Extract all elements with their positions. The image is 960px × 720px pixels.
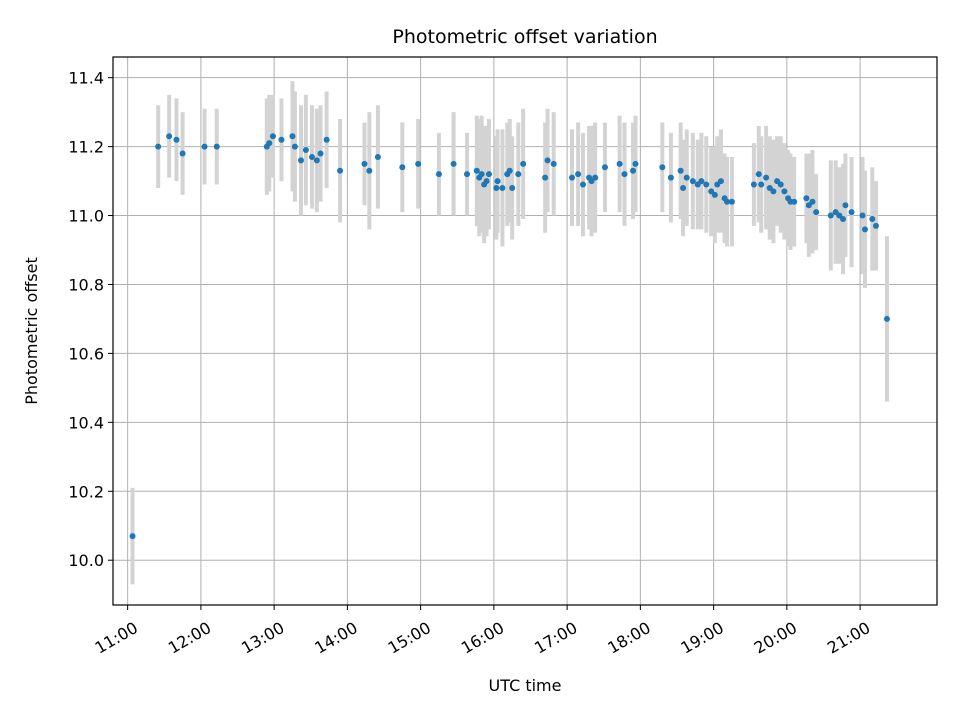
data-point — [450, 160, 457, 167]
data-point — [872, 222, 879, 229]
y-tick-label: 11.2 — [68, 138, 104, 157]
data-point — [493, 184, 500, 191]
data-point — [781, 188, 788, 195]
data-point — [632, 160, 639, 167]
data-point — [213, 143, 220, 150]
data-point — [520, 160, 527, 167]
data-point — [683, 174, 690, 181]
data-point — [366, 167, 373, 174]
data-point — [173, 136, 180, 143]
data-point — [758, 181, 765, 188]
data-point — [827, 212, 834, 219]
data-point — [297, 157, 304, 164]
data-point — [129, 533, 136, 540]
data-point — [869, 215, 876, 222]
data-point — [374, 153, 381, 160]
y-axis-label: Photometric offset — [22, 257, 41, 405]
data-point — [770, 188, 777, 195]
data-point — [278, 136, 285, 143]
data-point — [509, 184, 516, 191]
y-tick-label: 10.0 — [68, 551, 104, 570]
data-point — [724, 198, 731, 205]
data-point — [840, 215, 847, 222]
data-point — [544, 157, 551, 164]
data-point — [616, 160, 623, 167]
data-point — [803, 195, 810, 202]
data-point — [659, 164, 666, 171]
data-point — [302, 147, 309, 154]
data-point — [621, 171, 628, 178]
data-point — [755, 171, 762, 178]
y-tick-label: 11.0 — [68, 207, 104, 226]
data-point — [592, 174, 599, 181]
data-point — [813, 209, 820, 216]
data-point — [542, 174, 549, 181]
data-point — [361, 160, 368, 167]
y-tick-label: 10.4 — [68, 413, 104, 432]
data-point — [698, 178, 705, 185]
data-point — [155, 143, 162, 150]
data-point — [506, 167, 513, 174]
data-point — [750, 181, 757, 188]
data-point — [859, 212, 866, 219]
data-point — [179, 150, 186, 157]
data-point — [473, 167, 480, 174]
data-point — [630, 167, 637, 174]
data-point — [809, 198, 816, 205]
data-point — [579, 181, 586, 188]
data-point — [483, 178, 490, 185]
chart-title: Photometric offset variation — [392, 26, 657, 48]
data-point — [550, 160, 557, 167]
data-point — [842, 202, 849, 209]
data-point — [848, 209, 855, 216]
data-point — [711, 191, 718, 198]
data-point — [667, 174, 674, 181]
data-point — [883, 315, 890, 322]
data-point — [515, 171, 522, 178]
data-points — [129, 133, 890, 540]
data-point — [435, 171, 442, 178]
data-point — [763, 174, 770, 181]
data-point — [289, 133, 296, 140]
data-point — [494, 178, 501, 185]
data-point — [266, 140, 273, 147]
x-axis-label: UTC time — [489, 676, 562, 695]
data-point — [689, 178, 696, 185]
data-point — [568, 174, 575, 181]
data-point — [313, 157, 320, 164]
data-point — [485, 171, 492, 178]
data-point — [703, 181, 710, 188]
data-point — [464, 171, 471, 178]
data-point — [677, 167, 684, 174]
data-point — [399, 164, 406, 171]
data-point — [308, 153, 315, 160]
data-point — [291, 143, 298, 150]
data-point — [323, 136, 330, 143]
data-point — [861, 226, 868, 233]
data-point — [415, 160, 422, 167]
data-point — [499, 184, 506, 191]
data-point — [575, 171, 582, 178]
data-point — [680, 184, 687, 191]
data-point — [269, 133, 276, 140]
data-point — [201, 143, 208, 150]
y-tick-label: 10.8 — [68, 275, 104, 294]
y-tick-label: 10.2 — [68, 482, 104, 501]
data-point — [728, 198, 735, 205]
data-point — [337, 167, 344, 174]
data-point — [601, 164, 608, 171]
data-point — [777, 181, 784, 188]
data-point — [791, 198, 798, 205]
y-tick-label: 10.6 — [68, 344, 104, 363]
plot-frame — [112, 56, 938, 606]
data-point — [478, 171, 485, 178]
data-point — [166, 133, 173, 140]
data-point — [717, 178, 724, 185]
y-tick-label: 11.4 — [68, 69, 104, 88]
data-point — [317, 150, 324, 157]
